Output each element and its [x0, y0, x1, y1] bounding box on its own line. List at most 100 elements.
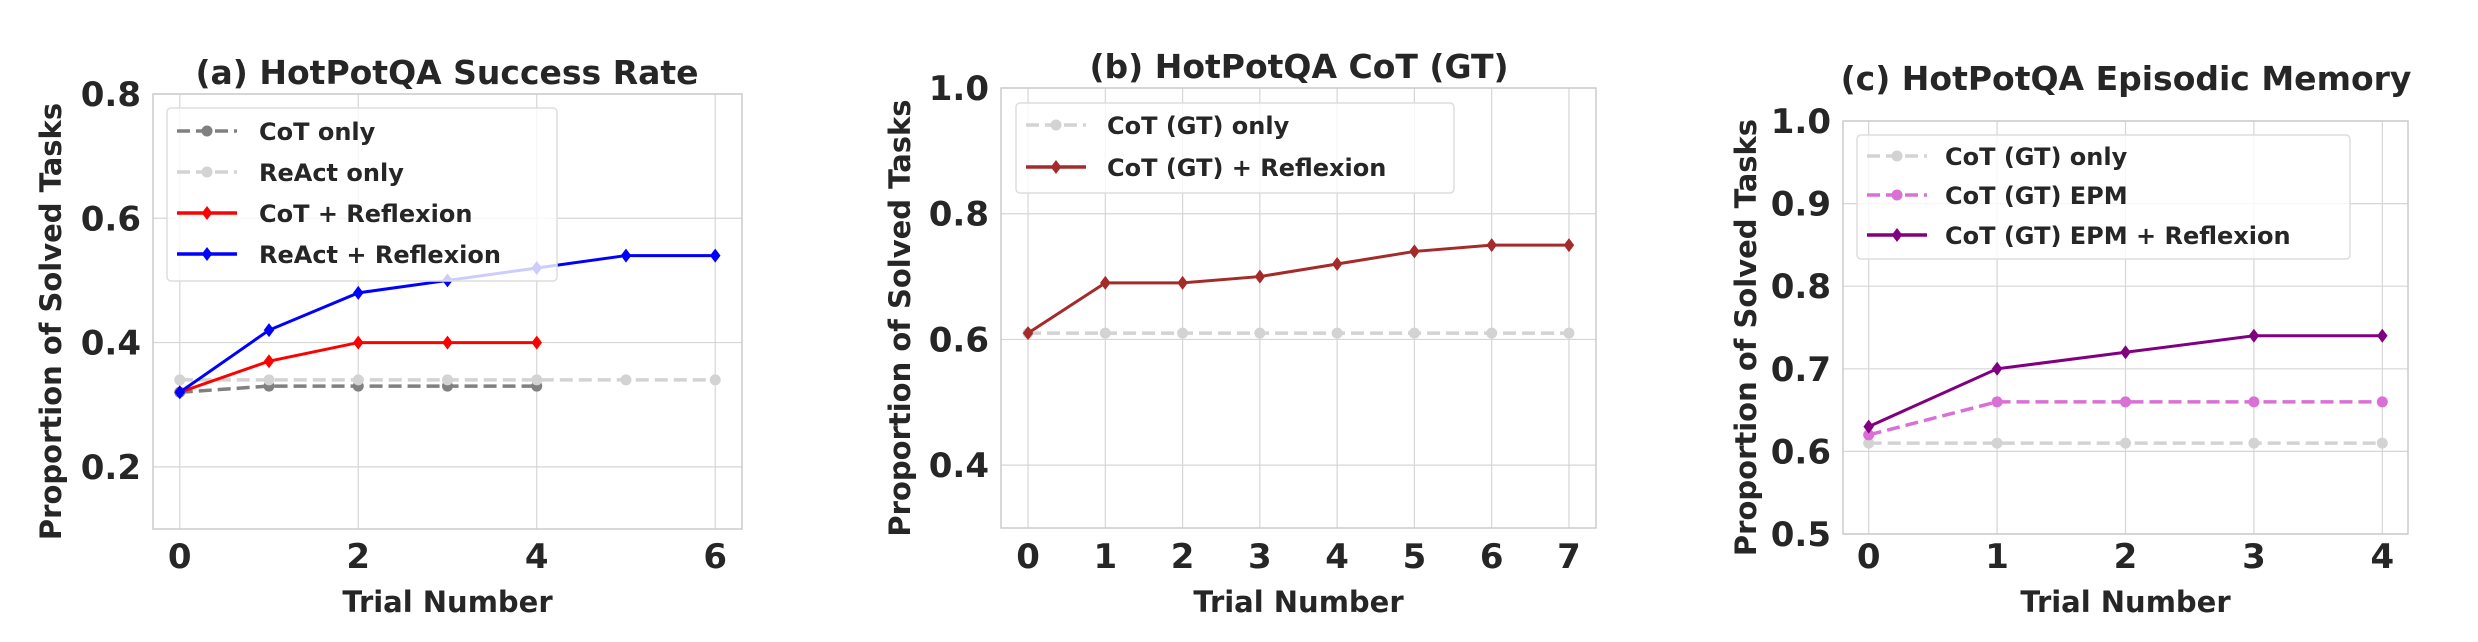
data-point — [2120, 396, 2131, 408]
chart-title: (b) HotPotQA CoT (GT) — [1089, 47, 1508, 86]
data-point — [531, 374, 543, 386]
x-axis-label: Trial Number — [2020, 585, 2231, 619]
y-tick-label: 0.8 — [81, 75, 141, 115]
legend-swatch-marker — [201, 166, 213, 178]
data-point — [1991, 396, 2003, 408]
data-point — [2376, 396, 2388, 408]
data-point — [1991, 361, 2003, 376]
legend-swatch-marker — [201, 247, 213, 261]
data-point — [620, 248, 632, 263]
x-axis-label: Trial Number — [342, 585, 553, 619]
legend-label: ReAct + Reflexion — [259, 241, 501, 269]
data-point — [2120, 437, 2131, 449]
legend-label: ReAct only — [259, 159, 404, 187]
y-tick-label: 0.8 — [929, 195, 989, 235]
y-axis-label: Proportion of Solved Tasks — [883, 99, 917, 536]
y-tick-label: 1.0 — [1771, 102, 1831, 142]
legend-swatch-marker — [1050, 119, 1062, 131]
plot-frame — [152, 93, 743, 530]
data-point — [1254, 327, 1266, 339]
legend-label: CoT only — [259, 118, 376, 146]
x-tick-label: 4 — [2370, 537, 2394, 577]
y-tick-label: 0.2 — [81, 448, 141, 488]
data-point — [1100, 275, 1111, 290]
legend-swatch-marker — [201, 125, 213, 137]
x-tick-label: 1 — [1985, 537, 2009, 577]
data-point — [1486, 327, 1498, 339]
data-point — [2248, 396, 2260, 408]
plot-frame — [1842, 120, 2409, 535]
data-point — [2120, 345, 2131, 360]
x-tick-label: 7 — [1557, 537, 1581, 577]
data-point — [1177, 327, 1189, 339]
panel-0: 0 2 4 6 0.2 0.4 0.6 0.8 CoT only ReAct only CoT + … — [34, 53, 743, 619]
data-point — [1486, 238, 1497, 253]
y-tick-label: 0.6 — [81, 199, 141, 239]
data-point — [263, 323, 275, 338]
y-tick-label: 1.0 — [929, 69, 989, 109]
legend-swatch-marker — [1891, 150, 1903, 162]
data-point — [531, 335, 542, 350]
x-tick-label: 6 — [1480, 537, 1504, 577]
data-point — [442, 335, 453, 350]
y-tick-label: 0.9 — [1771, 185, 1831, 225]
series-line — [1027, 243, 1569, 335]
x-tick-label: 4 — [1325, 537, 1349, 577]
data-point — [709, 248, 721, 263]
legend: CoT (GT) only CoT (GT) + Reflexion — [1015, 102, 1455, 194]
x-tick-label: 5 — [1403, 537, 1427, 577]
legend-swatch-marker — [1891, 189, 1903, 201]
x-tick-label: 0 — [1016, 537, 1040, 577]
y-axis-label: Proportion of Solved Tasks — [34, 103, 68, 540]
series-line — [1868, 400, 2383, 437]
legend-swatch-marker — [201, 206, 213, 220]
data-point — [1408, 327, 1420, 339]
series-react-only — [174, 374, 721, 386]
data-point — [442, 374, 453, 386]
legend: CoT only ReAct only CoT + Reflexion ReAct +… — [166, 107, 558, 282]
x-tick-label: 3 — [1248, 537, 1272, 577]
data-point — [263, 374, 275, 386]
legend-label: CoT (GT) EPM + Reflexion — [1945, 222, 2291, 250]
x-tick-label: 0 — [1857, 537, 1881, 577]
data-point — [263, 354, 275, 369]
legend-swatch-marker — [1050, 160, 1062, 174]
data-point — [1863, 429, 1875, 441]
chart-title: (c) HotPotQA Episodic Memory — [1841, 59, 2412, 98]
x-tick-label: 2 — [2114, 537, 2138, 577]
data-point — [709, 374, 721, 386]
x-tick-label: 6 — [703, 537, 727, 577]
data-point — [1331, 257, 1343, 271]
data-point — [1863, 419, 1874, 434]
data-point — [353, 285, 364, 300]
data-point — [2377, 328, 2388, 343]
y-tick-label: 0.7 — [1771, 350, 1831, 390]
legend-label: CoT (GT) + Reflexion — [1107, 154, 1386, 182]
x-tick-label: 2 — [1171, 537, 1195, 577]
y-tick-label: 0.4 — [929, 446, 989, 486]
legend: CoT (GT) only CoT (GT) EPM CoT (GT) EPM + … — [1856, 134, 2351, 260]
y-tick-label: 0.5 — [1771, 515, 1831, 555]
chart-title: (a) HotPotQA Success Rate — [195, 53, 698, 92]
data-point — [1022, 326, 1034, 341]
data-point — [2248, 437, 2260, 449]
x-tick-label: 3 — [2242, 537, 2266, 577]
data-point — [1563, 327, 1575, 339]
legend-frame — [1015, 102, 1455, 194]
series-cot-gt-only — [1863, 437, 2388, 449]
legend-label: CoT + Reflexion — [259, 200, 472, 228]
data-point — [174, 374, 186, 386]
x-tick-label: 4 — [525, 537, 549, 577]
data-point — [1409, 244, 1420, 259]
data-point — [1099, 327, 1111, 339]
data-point — [353, 335, 364, 350]
y-tick-label: 0.8 — [1771, 267, 1831, 307]
x-tick-label: 1 — [1093, 537, 1117, 577]
legend-frame — [1856, 134, 2351, 260]
data-point — [1254, 269, 1266, 284]
series-cot-gt-epm — [1863, 396, 2388, 441]
data-point — [1991, 437, 2003, 449]
data-point — [2376, 437, 2388, 449]
